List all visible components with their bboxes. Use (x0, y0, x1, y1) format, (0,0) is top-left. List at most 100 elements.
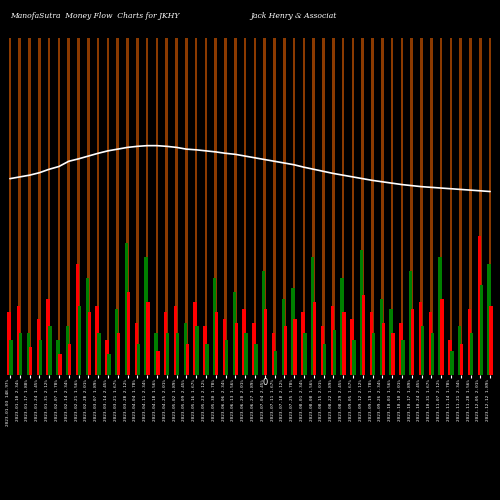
Bar (254, 344, 258, 375)
Bar (292, 288, 295, 375)
Bar (9, 340, 13, 375)
Bar (410, 38, 413, 375)
Bar (399, 323, 402, 375)
Bar (312, 38, 315, 375)
Bar (450, 350, 454, 375)
Bar (381, 38, 384, 375)
Bar (352, 38, 354, 375)
Bar (380, 298, 383, 375)
Bar (362, 38, 364, 375)
Bar (166, 334, 170, 375)
Bar (213, 278, 216, 375)
Text: ManofaSutra  Money Flow  Charts for JKHY: ManofaSutra Money Flow Charts for JKHY (10, 12, 179, 20)
Bar (58, 38, 60, 375)
Bar (117, 334, 120, 375)
Bar (195, 38, 198, 375)
Bar (203, 326, 206, 375)
Bar (225, 340, 228, 375)
Bar (352, 340, 356, 375)
Bar (164, 312, 168, 375)
Bar (330, 306, 334, 375)
Bar (19, 334, 22, 375)
Bar (18, 38, 21, 375)
Bar (215, 312, 218, 375)
Bar (342, 312, 346, 375)
Bar (470, 38, 472, 375)
Bar (107, 354, 110, 375)
Bar (46, 298, 50, 375)
Bar (350, 320, 354, 375)
Bar (252, 323, 256, 375)
Bar (489, 38, 492, 375)
Bar (244, 38, 246, 375)
Bar (56, 340, 59, 375)
Bar (88, 312, 91, 375)
Bar (264, 38, 266, 375)
Bar (342, 38, 344, 375)
Bar (105, 340, 108, 375)
Bar (156, 350, 160, 375)
Bar (372, 38, 374, 375)
Bar (274, 38, 276, 375)
Bar (274, 350, 277, 375)
Bar (382, 323, 385, 375)
Bar (430, 334, 434, 375)
Bar (36, 320, 40, 375)
Bar (440, 38, 442, 375)
Bar (294, 320, 297, 375)
Bar (460, 344, 464, 375)
Bar (214, 38, 217, 375)
Bar (234, 323, 238, 375)
Bar (68, 38, 70, 375)
Bar (146, 302, 150, 375)
Bar (125, 243, 128, 375)
Bar (430, 38, 432, 375)
Bar (185, 38, 188, 375)
Text: Jack Henry & Associat: Jack Henry & Associat (250, 12, 336, 20)
Bar (311, 257, 314, 375)
Bar (488, 264, 491, 375)
Bar (440, 298, 444, 375)
Bar (284, 326, 287, 375)
Bar (283, 38, 286, 375)
Bar (78, 38, 80, 375)
Bar (106, 38, 109, 375)
Bar (448, 340, 452, 375)
Bar (58, 354, 61, 375)
Bar (323, 344, 326, 375)
Bar (68, 344, 71, 375)
Bar (340, 278, 344, 375)
Bar (401, 340, 404, 375)
Bar (313, 302, 316, 375)
Bar (186, 344, 189, 375)
Bar (115, 309, 118, 375)
Bar (28, 38, 30, 375)
Bar (144, 257, 148, 375)
Bar (184, 323, 187, 375)
Bar (362, 295, 366, 375)
Bar (478, 236, 481, 375)
Text: 0: 0 (262, 378, 268, 387)
Bar (7, 312, 10, 375)
Bar (17, 306, 20, 375)
Bar (8, 38, 11, 375)
Bar (421, 326, 424, 375)
Bar (490, 306, 493, 375)
Bar (450, 38, 452, 375)
Bar (136, 344, 140, 375)
Bar (146, 38, 148, 375)
Bar (392, 334, 395, 375)
Bar (196, 326, 199, 375)
Bar (86, 278, 89, 375)
Bar (48, 38, 50, 375)
Bar (136, 38, 138, 375)
Bar (293, 38, 296, 375)
Bar (480, 284, 483, 375)
Bar (390, 309, 393, 375)
Bar (76, 264, 79, 375)
Bar (479, 38, 482, 375)
Bar (409, 271, 412, 375)
Bar (272, 334, 275, 375)
Bar (428, 312, 432, 375)
Bar (97, 38, 100, 375)
